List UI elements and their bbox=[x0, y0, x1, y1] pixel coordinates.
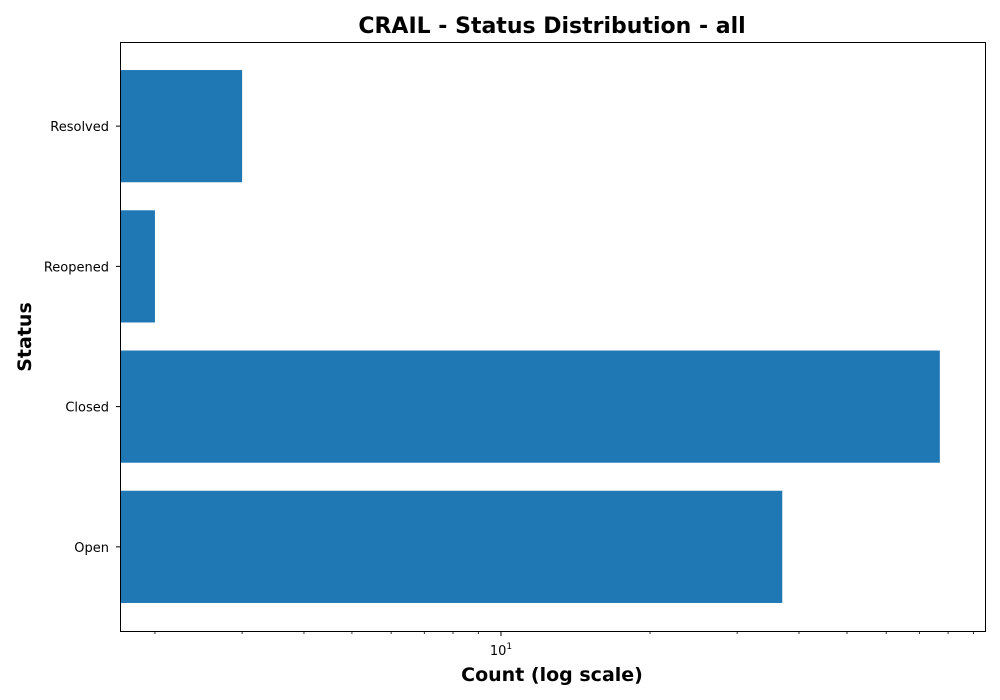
y-tick-label-open: Open bbox=[74, 541, 109, 556]
x-tick-label: 101 bbox=[490, 642, 512, 659]
y-axis-ticks: Open Closed Reopened Resolved bbox=[44, 120, 120, 556]
x-axis-label: Count (log scale) bbox=[461, 664, 643, 686]
plot-frame bbox=[120, 42, 986, 632]
chart-title: CRAIL - Status Distribution - all bbox=[358, 14, 745, 39]
bars-group bbox=[120, 70, 940, 603]
y-tick-label-resolved: Resolved bbox=[50, 120, 109, 135]
y-tick-label-reopened: Reopened bbox=[44, 260, 109, 275]
y-axis-label: Status bbox=[14, 302, 36, 372]
bar-closed bbox=[120, 350, 940, 463]
y-tick-label-closed: Closed bbox=[65, 401, 109, 416]
x-axis-ticks: 101 bbox=[154, 631, 974, 659]
bar-reopened bbox=[120, 210, 155, 323]
bar-resolved bbox=[120, 70, 243, 183]
bar-open bbox=[120, 490, 783, 603]
